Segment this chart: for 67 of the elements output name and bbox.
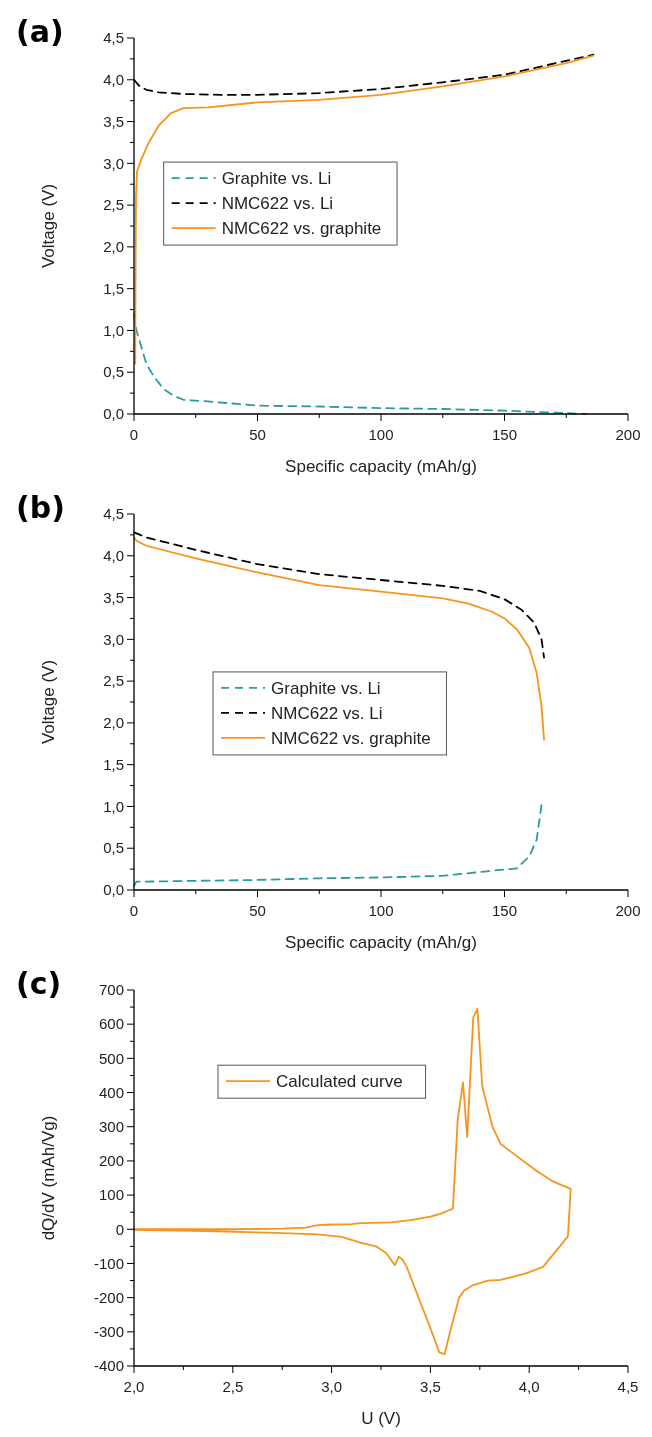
- x-tick-label: 50: [249, 426, 266, 443]
- x-axis-title: U (V): [361, 1409, 401, 1428]
- y-tick-label: 3,0: [103, 154, 124, 172]
- legend-label: NMC622 vs. graphite: [271, 728, 431, 748]
- line-series: [133, 1007, 572, 1355]
- y-tick-label: -300: [93, 1323, 124, 1341]
- y-tick-label: 2,5: [103, 196, 124, 214]
- y-tick-label: 1,0: [103, 797, 124, 815]
- y-tick-label: 1,0: [103, 321, 124, 339]
- y-tick-label: 3,5: [103, 588, 124, 606]
- x-tick-label: 150: [491, 902, 518, 919]
- x-tick-label: 3,5: [419, 1378, 441, 1395]
- y-tick-label: 0,5: [103, 363, 124, 381]
- x-tick-label: 3,0: [321, 1378, 343, 1395]
- y-tick-label: 4,0: [103, 71, 124, 89]
- y-tick-label: 2,0: [103, 238, 124, 256]
- y-tick-label: 1,5: [103, 279, 124, 297]
- y-tick-label: 0,5: [103, 839, 124, 857]
- y-tick-label: 400: [98, 1083, 124, 1101]
- x-tick-label: 2,0: [123, 1378, 145, 1395]
- x-tick-label: 200: [615, 426, 641, 443]
- x-axis-title: Specific capacity (mAh/g): [285, 933, 477, 952]
- x-tick-label: 4,0: [518, 1378, 540, 1395]
- legend-label: Graphite vs. Li: [221, 169, 332, 189]
- legend-label: NMC622 vs. Li: [221, 194, 334, 214]
- chart-title: (c): [16, 966, 62, 1001]
- y-tick-label: 100: [98, 1186, 124, 1204]
- y-tick-label: 3,5: [103, 112, 124, 130]
- y-tick-label: -100: [93, 1254, 124, 1272]
- y-tick-label: 1,5: [103, 755, 124, 773]
- x-tick-label: 4,5: [617, 1378, 639, 1395]
- y-tick-label: 2,0: [103, 714, 124, 732]
- y-tick-label: 300: [98, 1117, 124, 1135]
- x-tick-label: 100: [368, 902, 394, 919]
- y-tick-label: 0,0: [103, 405, 124, 423]
- y-tick-label: 600: [98, 1015, 124, 1033]
- x-tick-label: 0: [129, 902, 139, 919]
- y-tick-label: 500: [98, 1049, 124, 1067]
- y-tick-label: 200: [98, 1152, 124, 1170]
- y-axis-title: dQ/dV (mAh/Vg): [39, 1115, 58, 1241]
- line-series: [134, 54, 595, 365]
- line-series: [133, 803, 543, 887]
- x-tick-label: 200: [615, 902, 641, 919]
- x-tick-label: 2,5: [222, 1378, 244, 1395]
- y-axis-title: Voltage (V): [39, 183, 58, 269]
- y-tick-label: 3,0: [103, 630, 124, 648]
- y-tick-label: 0: [115, 1220, 124, 1238]
- y-tick-label: 4,5: [103, 29, 124, 47]
- y-tick-label: -200: [93, 1288, 124, 1306]
- legend-label: NMC622 vs. graphite: [221, 219, 382, 239]
- y-tick-label: 0,0: [103, 881, 124, 899]
- chart-title: (b): [16, 490, 65, 525]
- x-axis-title: Specific capacity (mAh/g): [285, 457, 477, 476]
- x-tick-label: 150: [491, 426, 518, 443]
- x-tick-label: 100: [368, 426, 394, 443]
- legend-label: Graphite vs. Li: [271, 678, 381, 698]
- y-tick-label: 2,5: [103, 672, 124, 690]
- y-tick-label: 700: [98, 981, 124, 999]
- y-axis-title: Voltage (V): [39, 659, 58, 745]
- y-tick-label: -400: [93, 1357, 124, 1375]
- x-tick-label: 50: [249, 902, 266, 919]
- y-tick-label: 4,0: [103, 547, 124, 565]
- x-tick-label: 0: [129, 426, 139, 443]
- legend-label: NMC622 vs. Li: [271, 703, 383, 723]
- chart-title: (a): [16, 14, 64, 49]
- y-tick-label: 4,5: [103, 505, 124, 523]
- legend-label: Calculated curve: [275, 1072, 403, 1092]
